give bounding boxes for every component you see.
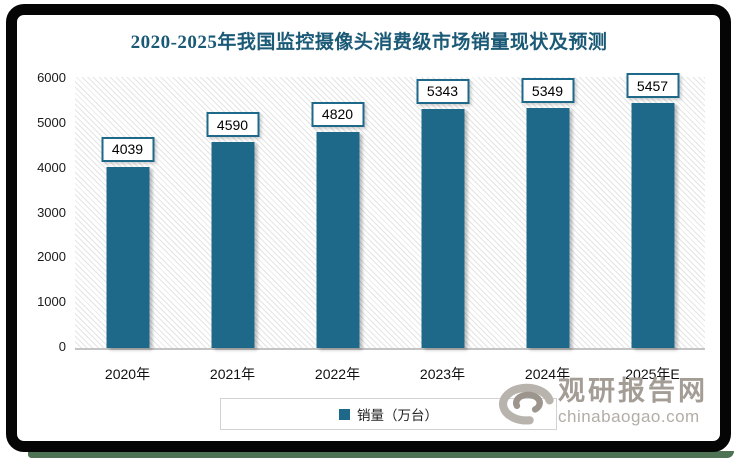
bar-value-label: 5457 [626, 73, 679, 99]
bar-slot: 4820 [285, 77, 390, 348]
watermark-domain: chinabaogao.com [558, 407, 700, 427]
bar-slot: 5457 [600, 73, 705, 348]
legend-label: 销量（万台） [357, 408, 438, 423]
x-axis-label: 2023年 [419, 366, 466, 382]
bar-2020年 [106, 166, 149, 348]
plot-area: 4039 4590 4820 5343 5349 5457 [75, 73, 705, 350]
chart-title: 2020-2025年我国监控摄像头消费级市场销量现状及预测 [130, 32, 608, 53]
bar-slot: 5349 [495, 77, 600, 348]
y-axis-tick: 3000 [37, 204, 66, 220]
bar-value-label: 5349 [521, 78, 574, 104]
y-axis: 0 1000 2000 3000 4000 5000 6000 [0, 70, 66, 354]
bar-slot: 5343 [390, 77, 495, 348]
frame-bottom-accent [28, 451, 734, 458]
bar-value-label: 4820 [311, 101, 364, 127]
bar-2024年 [526, 108, 569, 348]
bar-value-label: 4039 [101, 136, 154, 162]
bar-value-label: 5343 [416, 78, 469, 104]
bar-2022年 [316, 131, 359, 348]
y-axis-tick: 0 [58, 339, 66, 354]
x-axis-label: 2021年 [209, 366, 256, 382]
y-axis-tick: 1000 [37, 294, 66, 310]
bar-2023年 [421, 108, 464, 348]
bar-2021年 [211, 142, 254, 348]
x-axis-label: 2020年 [104, 366, 151, 382]
watermark: 观研报告网 chinabaogao.com [497, 376, 708, 426]
y-axis-tick: 5000 [37, 114, 66, 130]
legend-swatch-icon [339, 408, 350, 420]
watermark-swirl-logo-icon [499, 383, 554, 425]
bar-slot: 4039 [75, 77, 180, 348]
bar-slot: 4590 [180, 77, 285, 348]
x-axis-label: 2022年 [314, 366, 361, 382]
watermark-brand: 观研报告网 [558, 376, 708, 406]
x-axis-label: 2024年 [524, 366, 571, 382]
x-axis-labels: 2020年 2021年 2022年 2023年 2024年 2025年E [75, 364, 705, 384]
x-axis-label: 2025年E [625, 366, 680, 382]
y-axis-tick: 6000 [37, 70, 66, 85]
watermark-text: 观研报告网 chinabaogao.com [558, 376, 708, 425]
bar-value-label: 4590 [206, 112, 259, 138]
y-axis-tick: 2000 [37, 249, 66, 265]
bar-2025年E [631, 103, 674, 348]
y-axis-tick: 4000 [37, 159, 66, 175]
